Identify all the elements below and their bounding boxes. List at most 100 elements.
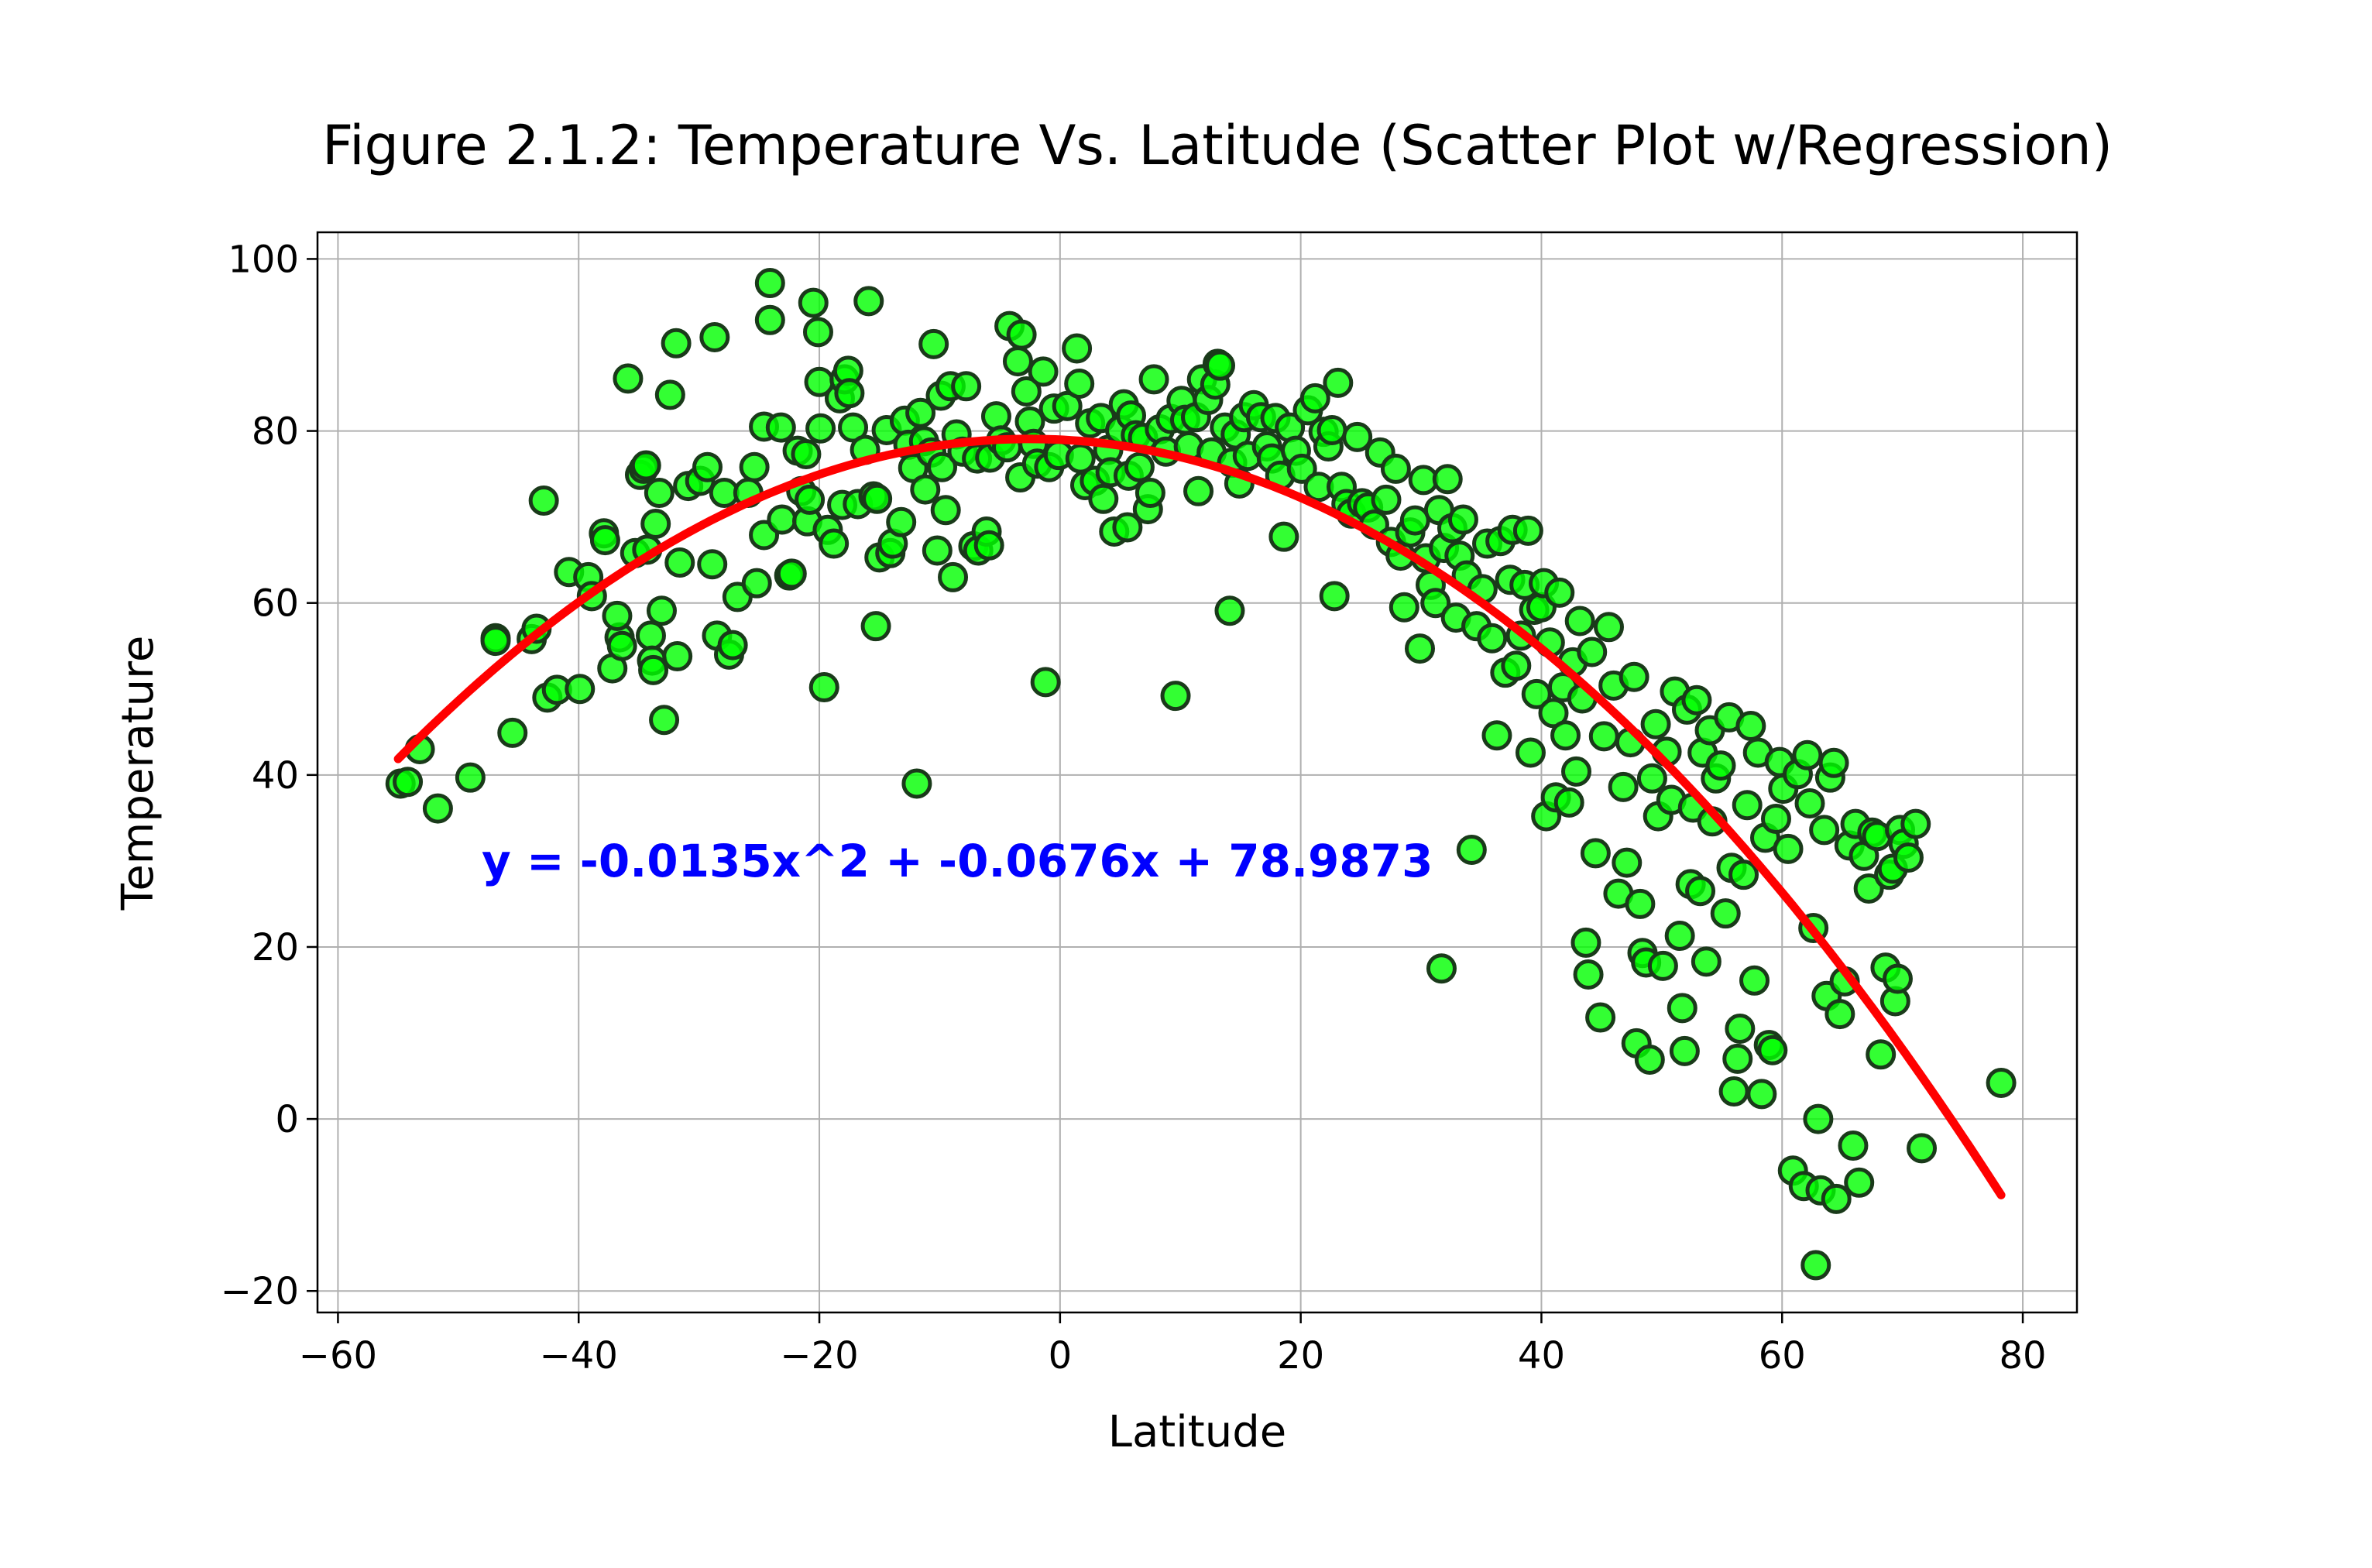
data-point (1512, 515, 1543, 546)
y-tick-label: 40 (252, 754, 299, 798)
y-tick-label: 20 (252, 926, 299, 969)
data-point (1570, 927, 1601, 958)
data-point (1728, 859, 1759, 890)
data-point (1647, 950, 1678, 981)
data-point (630, 450, 661, 481)
data-point (739, 451, 770, 482)
x-tick-label: −20 (780, 1334, 858, 1378)
data-point (795, 484, 826, 515)
data-point (853, 286, 884, 317)
data-point (741, 568, 772, 599)
data-point (1718, 1076, 1749, 1107)
data-point (1319, 581, 1350, 612)
data-point (1746, 1079, 1777, 1110)
data-point (791, 439, 822, 470)
data-point (1477, 623, 1508, 654)
data-point (422, 793, 453, 824)
data-point (910, 474, 941, 505)
data-point (860, 611, 891, 642)
data-point (697, 549, 728, 580)
x-tick-label: 20 (1277, 1334, 1324, 1378)
data-point (602, 600, 633, 631)
data-point (1710, 898, 1741, 929)
data-point (819, 528, 850, 559)
y-tick-label: 80 (252, 410, 299, 454)
data-point (1773, 833, 1804, 864)
data-point (1404, 633, 1435, 664)
data-point (1732, 790, 1763, 821)
x-axis: −60 −40 −20 0 20 40 60 80 (299, 1312, 2047, 1378)
x-axis-label: Latitude (1108, 1407, 1286, 1457)
data-point (1986, 1067, 2017, 1098)
data-point (589, 525, 620, 556)
data-point (692, 451, 723, 482)
data-point (1389, 592, 1419, 623)
data-point (1735, 711, 1766, 742)
data-point (1844, 1167, 1875, 1198)
data-point (1371, 484, 1402, 515)
data-point (606, 630, 637, 661)
data-point (1160, 681, 1191, 712)
plot-frame (316, 231, 2079, 1314)
y-axis-label: Temperature (113, 636, 163, 911)
data-point (1138, 364, 1169, 395)
data-point (1062, 333, 1093, 364)
data-point (613, 363, 644, 394)
data-point (1608, 771, 1639, 802)
data-point (455, 762, 486, 793)
chart-title: Figure 2.1.2: Temperature Vs. Latitude (… (322, 114, 2113, 177)
data-point (927, 451, 958, 482)
data-point (1205, 350, 1236, 381)
data-point (1853, 873, 1884, 904)
data-point (717, 630, 748, 660)
data-point (1564, 606, 1595, 636)
data-point (765, 412, 796, 443)
data-point (649, 705, 680, 736)
data-point (1722, 1043, 1753, 1074)
data-point (1323, 367, 1354, 398)
data-point (802, 317, 833, 348)
x-tick-label: 40 (1518, 1334, 1565, 1378)
data-point (1481, 720, 1512, 751)
data-point (838, 412, 869, 443)
data-point (1705, 750, 1736, 781)
data-point (1052, 390, 1083, 421)
data-point (1432, 464, 1463, 495)
data-point (1515, 737, 1546, 768)
data-point (1838, 1131, 1869, 1161)
data-point (654, 379, 685, 410)
data-point (922, 535, 953, 566)
y-tick-label: 60 (252, 582, 299, 626)
data-point (1420, 588, 1451, 619)
data-point (1561, 756, 1592, 787)
data-point (1882, 963, 1913, 994)
data-point (938, 561, 969, 592)
data-point (1030, 667, 1061, 698)
data-point (1809, 815, 1840, 846)
data-point (1588, 721, 1619, 752)
scatter-points (385, 268, 2017, 1281)
data-point (646, 595, 677, 626)
data-point (1800, 1250, 1831, 1281)
data-point (1011, 376, 1042, 407)
data-point (862, 483, 893, 514)
data-point (951, 371, 982, 402)
data-point (1585, 1002, 1616, 1033)
data-point (1907, 1133, 1938, 1164)
data-point (1900, 808, 1931, 839)
data-point (1681, 684, 1712, 715)
x-tick-label: 60 (1759, 1334, 1806, 1378)
data-point (1544, 577, 1575, 608)
data-point (565, 674, 596, 705)
data-point (393, 767, 424, 798)
data-point (1824, 999, 1855, 1030)
data-point (754, 304, 785, 335)
data-point (1577, 636, 1608, 667)
data-point (1593, 612, 1624, 643)
data-point (1821, 1183, 1852, 1214)
x-tick-label: −40 (540, 1334, 618, 1378)
data-point (798, 287, 829, 318)
data-point (754, 268, 785, 299)
data-point (1634, 1044, 1665, 1075)
